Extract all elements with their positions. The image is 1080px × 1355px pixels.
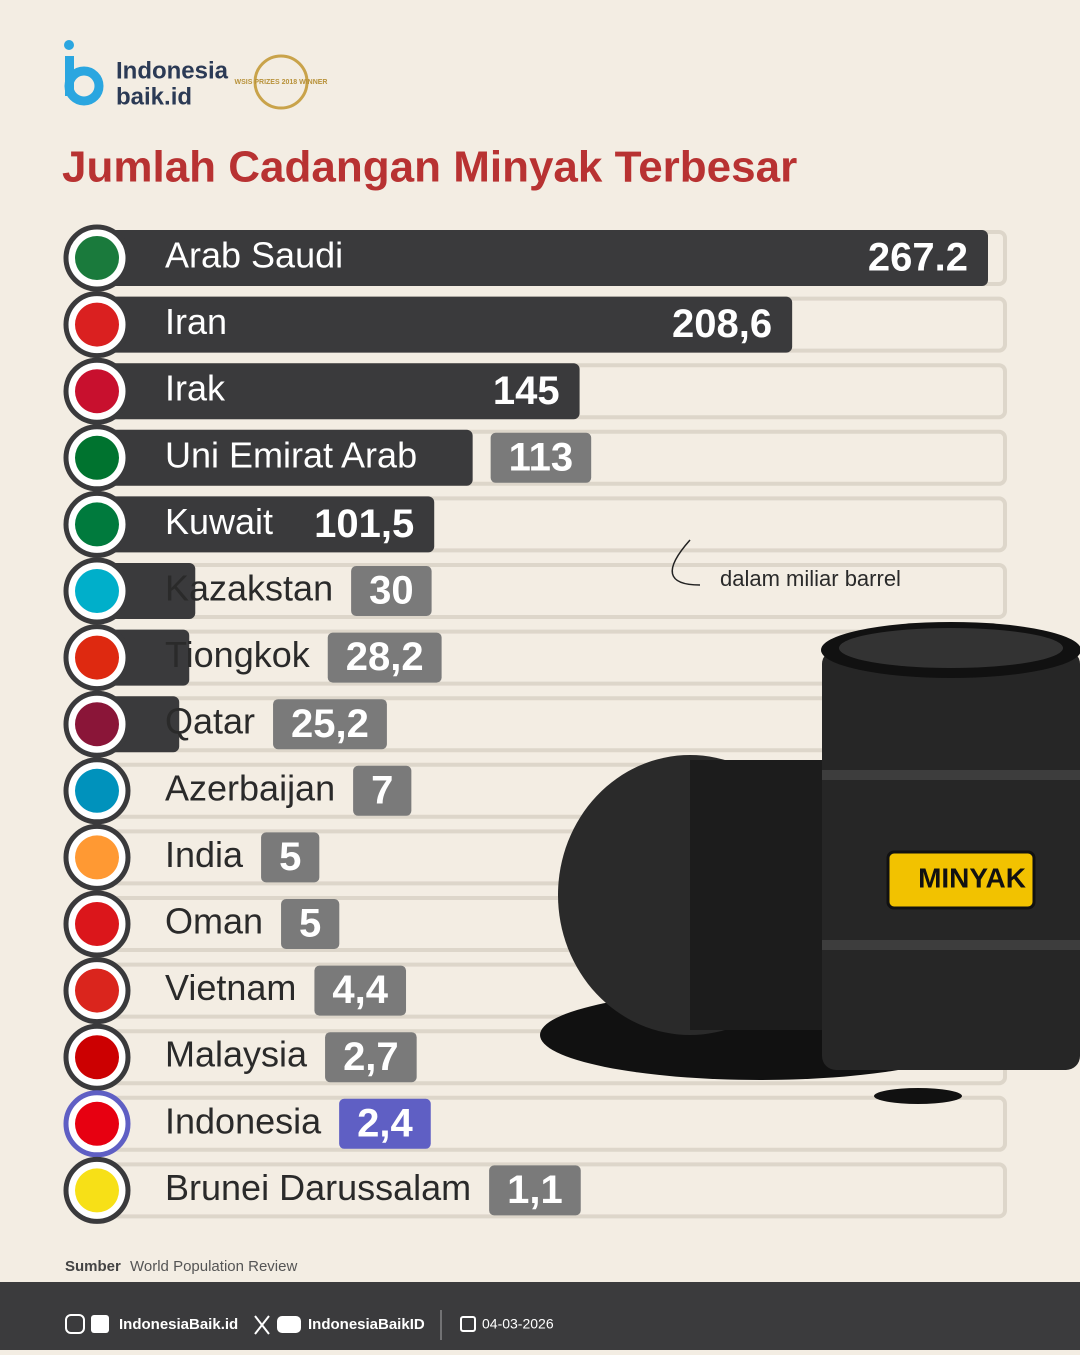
category-label: Irak <box>165 368 226 409</box>
flag-color <box>75 1168 119 1213</box>
note-arrow <box>671 539 701 586</box>
value-label: 25,2 <box>291 702 369 746</box>
flag-color <box>75 1035 119 1080</box>
value-label: 208,6 <box>672 302 772 346</box>
value-pill <box>273 699 387 750</box>
flag-color <box>75 968 119 1013</box>
flag-color <box>75 902 119 946</box>
award-badge <box>253 54 309 110</box>
value-label: 2,7 <box>343 1035 399 1079</box>
barrel-label: MINYAK <box>918 862 1026 893</box>
value-label: 1,1 <box>507 1168 563 1212</box>
bar <box>95 230 988 286</box>
footer-site: IndonesiaBaik.id <box>119 1316 238 1333</box>
value-label: 113 <box>509 435 574 479</box>
flag-color <box>75 236 119 280</box>
value-label: 28,2 <box>346 635 424 679</box>
category-label: Brunei Darussalam <box>165 1167 471 1208</box>
category-label: Tiongkok <box>165 634 311 675</box>
flag-color <box>75 1101 119 1146</box>
source-text: World Population Review <box>130 1258 297 1275</box>
flag-color <box>75 835 119 880</box>
calendar-icon <box>460 1316 476 1332</box>
youtube-icon <box>277 1316 301 1333</box>
chart-title: Jumlah Cadangan Minyak Terbesar <box>62 143 797 192</box>
category-label: India <box>165 834 244 875</box>
bar <box>95 296 793 353</box>
value-label: 4,4 <box>332 968 388 1012</box>
category-label: Kuwait <box>165 501 273 542</box>
category-label: Vietnam <box>165 967 296 1008</box>
footer-date: 04-03-2026 <box>482 1316 554 1332</box>
bars: Arab Saudi 267.2 Iran 208,6 Irak 145 Uni Emira… <box>63 224 1007 1224</box>
value-label: 30 <box>369 569 414 613</box>
logo <box>64 40 104 106</box>
value-pill <box>490 432 592 483</box>
flag-color <box>75 702 119 747</box>
logo-text: Indonesia <box>116 57 229 84</box>
value-label: 267.2 <box>868 236 968 280</box>
value-label: 7 <box>371 768 393 812</box>
flag-color <box>75 502 119 547</box>
category-label: Indonesia <box>165 1100 322 1141</box>
logo-text: baik.id <box>116 83 192 110</box>
category-label: Malaysia <box>165 1034 308 1075</box>
unit-note: dalam miliar barrel <box>720 566 901 591</box>
footer <box>0 1282 1080 1350</box>
value-pill <box>351 566 432 616</box>
instagram-icon <box>65 1314 85 1334</box>
flag-color <box>75 768 119 813</box>
category-label: Arab Saudi <box>165 235 343 276</box>
value-pill <box>281 899 340 949</box>
category-label: Uni Emirat Arab <box>165 434 417 475</box>
value-label: 2,4 <box>357 1101 413 1145</box>
value-pill <box>489 1165 581 1216</box>
source-label: Sumber <box>65 1258 121 1275</box>
flag-color <box>75 435 119 480</box>
value-pill <box>261 832 320 883</box>
bar <box>95 496 435 553</box>
x-icon <box>254 1315 270 1335</box>
value-label: 5 <box>299 902 321 946</box>
flag-color <box>75 302 119 347</box>
value-pill <box>314 965 407 1016</box>
category-label: Azerbaijan <box>165 767 335 808</box>
bar <box>95 363 580 420</box>
value-pill <box>339 1098 431 1149</box>
value-label: 145 <box>493 369 560 413</box>
value-pill <box>327 632 442 683</box>
barrel-illustration <box>540 622 1080 1104</box>
category-label: Iran <box>165 301 227 342</box>
value-pill <box>353 765 412 816</box>
flag-color <box>75 569 119 613</box>
footer-handle: IndonesiaBaikID <box>308 1316 425 1333</box>
facebook-icon <box>91 1315 109 1333</box>
flag-color <box>75 369 119 414</box>
bar <box>95 429 473 486</box>
value-label: 101,5 <box>314 502 414 546</box>
award-text: WSIS PRIZES 2018 WINNER <box>235 79 328 86</box>
value-pill <box>325 1032 417 1083</box>
category-label: Kazakstan <box>165 568 333 609</box>
category-label: Oman <box>165 901 263 942</box>
category-label: Qatar <box>165 701 255 742</box>
value-label: 5 <box>279 835 301 879</box>
flag-color <box>75 635 119 680</box>
